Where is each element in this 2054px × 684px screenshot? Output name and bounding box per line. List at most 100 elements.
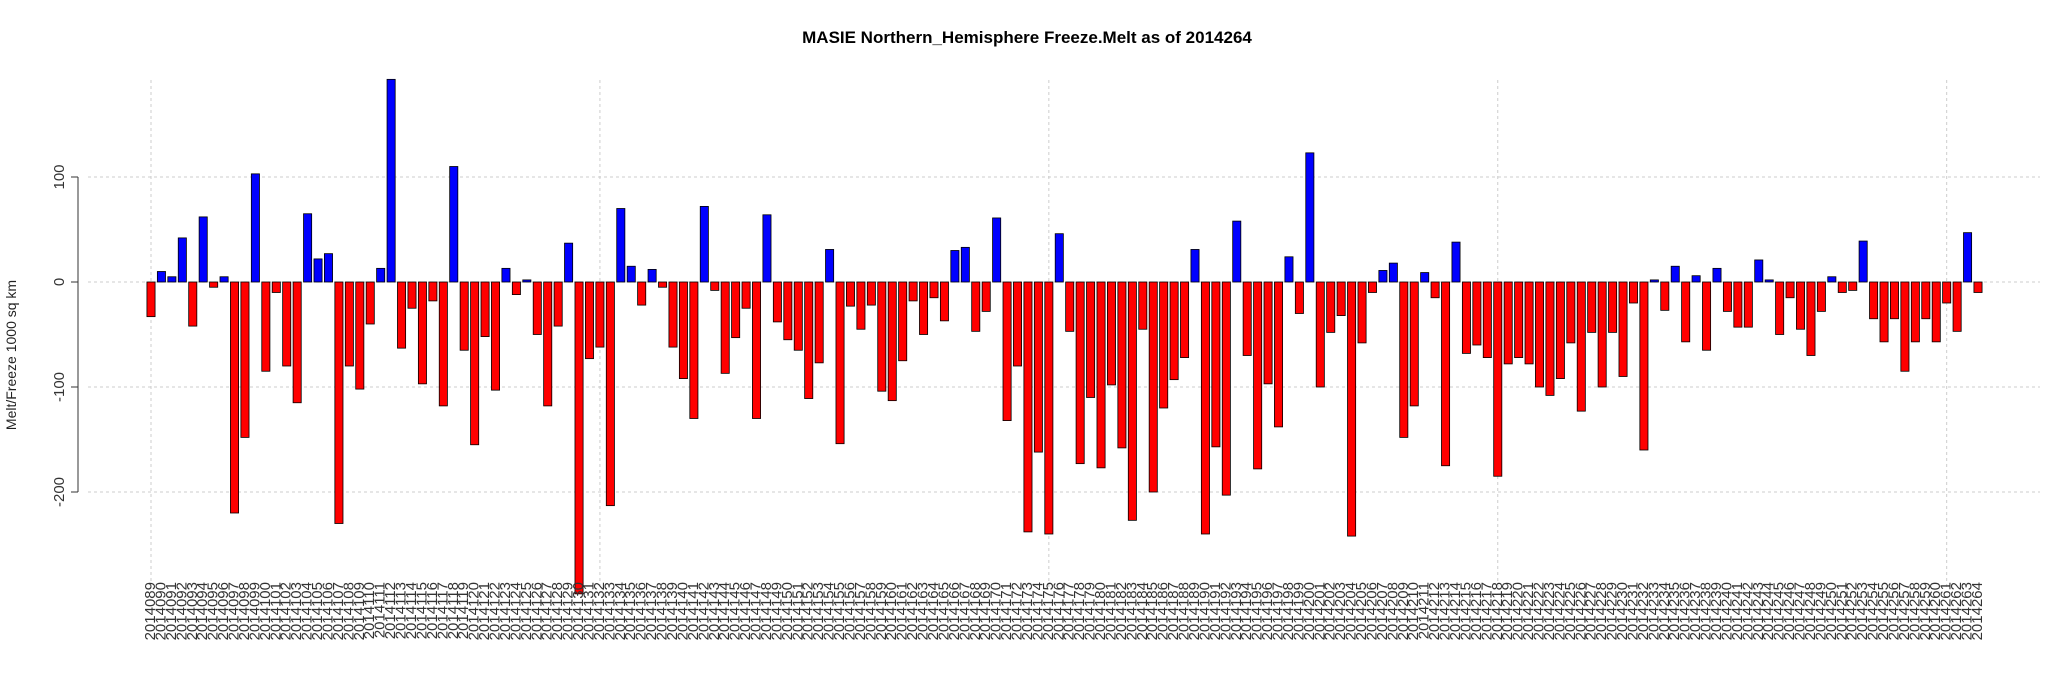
x-tick-label: 2014135 bbox=[622, 582, 639, 640]
x-tick-label: 2014186 bbox=[1155, 582, 1172, 640]
bar-melt bbox=[1263, 281, 1273, 385]
bars-layer bbox=[146, 78, 1983, 595]
x-tick-label: 2014217 bbox=[1478, 582, 1495, 640]
bar-melt bbox=[605, 281, 615, 507]
x-tick-label: 2014111 bbox=[372, 582, 389, 638]
bar-melt bbox=[1107, 281, 1116, 386]
x-tick-label: 2014132 bbox=[591, 582, 608, 640]
x-tick-label: 2014128 bbox=[549, 582, 566, 640]
bar-freeze bbox=[1451, 241, 1461, 283]
bar-melt bbox=[1869, 281, 1879, 320]
x-tick-label: 2014106 bbox=[319, 582, 336, 640]
bar-melt bbox=[1973, 281, 1983, 293]
x-tick-label: 2014263 bbox=[1959, 582, 1976, 640]
x-tick-label: 2014254 bbox=[1865, 582, 1882, 640]
bar-melt bbox=[1315, 281, 1325, 388]
x-tick-label: 2014192 bbox=[1217, 582, 1234, 640]
bar-melt bbox=[1326, 281, 1336, 333]
bar-melt bbox=[1952, 281, 1962, 332]
x-tick-label: 2014126 bbox=[528, 582, 545, 640]
bar-melt bbox=[1629, 281, 1638, 304]
bar-freeze bbox=[198, 216, 208, 283]
bar-freeze bbox=[1232, 220, 1242, 283]
x-tick-label: 2014253 bbox=[1854, 582, 1871, 640]
bar-melt bbox=[939, 281, 949, 322]
bar-freeze bbox=[1754, 259, 1764, 283]
bar-melt bbox=[1086, 281, 1096, 398]
x-tick-label: 2014152 bbox=[800, 582, 817, 640]
x-tick-label: 2014187 bbox=[1165, 582, 1182, 640]
x-tick-label: 2014156 bbox=[841, 582, 858, 640]
bar-melt bbox=[1023, 281, 1033, 533]
x-tick-label: 2014226 bbox=[1572, 582, 1589, 640]
x-tick-label: 2014229 bbox=[1604, 582, 1621, 640]
bar-melt bbox=[438, 281, 448, 407]
x-tick-label: 2014158 bbox=[862, 582, 879, 640]
bar-melt bbox=[1618, 281, 1628, 377]
y-tick-label: 0 bbox=[51, 278, 68, 286]
bar-melt bbox=[1900, 281, 1910, 372]
bar-freeze bbox=[1827, 276, 1837, 283]
x-tick-label: 2014257 bbox=[1896, 582, 1913, 640]
x-tick-label: 2014147 bbox=[748, 582, 765, 640]
bar-freeze bbox=[501, 267, 511, 283]
bar-melt bbox=[1169, 281, 1179, 381]
bar-melt bbox=[846, 281, 855, 307]
x-tick-label: 2014112 bbox=[382, 582, 399, 639]
x-tick-label: 2014127 bbox=[539, 582, 556, 640]
x-tick-label: 2014176 bbox=[1050, 582, 1067, 640]
x-tick-label: 2014202 bbox=[1322, 582, 1339, 640]
bar-melt bbox=[1127, 281, 1137, 521]
x-tick-label: 2014191 bbox=[1207, 582, 1224, 640]
bar-melt bbox=[1660, 281, 1670, 311]
bar-melt bbox=[1117, 281, 1127, 449]
x-tick-label: 2014118 bbox=[445, 582, 462, 639]
bar-melt bbox=[1409, 281, 1419, 407]
x-tick-label: 2014259 bbox=[1917, 582, 1934, 640]
bar-melt bbox=[1702, 281, 1712, 351]
x-tick-label: 2014138 bbox=[654, 582, 671, 640]
x-tick-label: 2014090 bbox=[152, 582, 169, 640]
x-tick-label: 2014145 bbox=[727, 582, 744, 640]
bar-melt bbox=[1357, 281, 1367, 344]
bar-freeze bbox=[219, 276, 229, 283]
bar-melt bbox=[793, 281, 803, 351]
bar-melt bbox=[1159, 281, 1169, 409]
bar-freeze bbox=[1378, 270, 1388, 283]
bar-melt bbox=[1347, 281, 1357, 537]
y-axis-label: Melt/Freeze 1000 sq km bbox=[3, 280, 19, 430]
x-tick-label: 2014114 bbox=[403, 582, 420, 639]
bar-freeze bbox=[313, 258, 323, 283]
bar-melt bbox=[355, 281, 365, 390]
x-tick-label: 2014110 bbox=[361, 582, 378, 639]
bar-freeze bbox=[950, 250, 960, 283]
x-tick-label: 2014223 bbox=[1541, 582, 1558, 640]
bar-melt bbox=[1608, 281, 1618, 333]
x-tick-label: 2014208 bbox=[1384, 582, 1401, 640]
x-tick-label: 2014092 bbox=[173, 582, 190, 640]
x-tick-label: 2014232 bbox=[1635, 582, 1652, 640]
bar-melt bbox=[292, 281, 302, 404]
x-tick-label: 2014258 bbox=[1906, 582, 1923, 640]
bar-melt bbox=[1002, 281, 1012, 422]
bar-melt bbox=[543, 281, 553, 407]
x-tick-label: 2014197 bbox=[1270, 582, 1287, 640]
bar-melt bbox=[334, 281, 344, 524]
x-tick-label: 2014091 bbox=[163, 582, 180, 640]
x-tick-label: 2014159 bbox=[873, 582, 890, 640]
x-tick-label: 2014100 bbox=[257, 582, 274, 640]
bar-freeze bbox=[1305, 152, 1315, 283]
x-tick-label: 2014104 bbox=[299, 582, 316, 640]
x-tick-label: 2014235 bbox=[1666, 582, 1683, 640]
bar-melt bbox=[1743, 281, 1753, 328]
bar-freeze bbox=[616, 208, 626, 283]
x-tick-label: 2014089 bbox=[142, 582, 159, 640]
bar-melt bbox=[553, 281, 563, 327]
x-tick-label: 2014095 bbox=[205, 582, 222, 640]
x-tick-label: 2014130 bbox=[570, 582, 587, 640]
bar-freeze bbox=[1712, 267, 1722, 283]
bar-freeze bbox=[564, 242, 574, 283]
bar-melt bbox=[1587, 281, 1597, 333]
x-tick-label: 2014209 bbox=[1395, 582, 1412, 640]
x-tick-label: 2014227 bbox=[1583, 582, 1600, 640]
